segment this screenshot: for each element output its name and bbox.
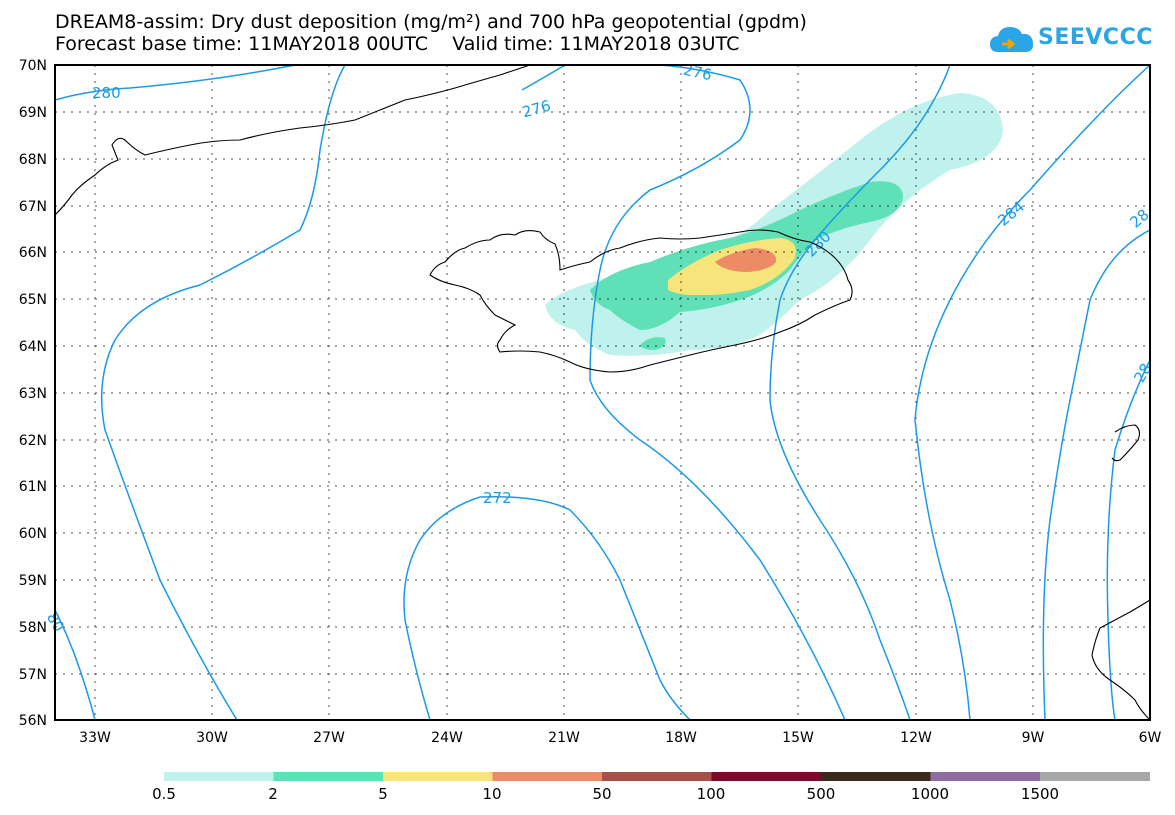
lon-label: 33W: [79, 730, 111, 746]
lat-label: 56N: [19, 713, 47, 729]
colorbar-swatch-8: [1040, 772, 1150, 781]
lat-label: 70N: [19, 58, 47, 74]
lat-label: 64N: [19, 339, 47, 355]
seevccc-logo: SEEVCCC: [988, 22, 1152, 56]
lat-label: 60N: [19, 526, 47, 542]
colorbar-swatch-1: [273, 772, 383, 781]
lon-label: 15W: [782, 730, 814, 746]
lon-label: 6W: [1139, 730, 1162, 746]
contour-label: 280: [92, 84, 121, 102]
contour-label: 272: [483, 489, 512, 507]
colorbar: [164, 772, 1150, 781]
colorbar-swatch-5: [711, 772, 821, 781]
lat-label: 59N: [19, 573, 47, 589]
lat-label: 69N: [19, 105, 47, 121]
lat-label: 58N: [19, 620, 47, 636]
lon-label: 30W: [196, 730, 228, 746]
colorbar-label: 500: [806, 785, 836, 803]
chart-subtitle: Forecast base time: 11MAY2018 00UTC Vali…: [55, 33, 740, 55]
map-frame: [54, 64, 1151, 721]
lat-label: 67N: [19, 199, 47, 215]
colorbar-label: 50: [592, 785, 612, 803]
logo-text: SEEVCCC: [1038, 25, 1153, 50]
colorbar-swatch-6: [821, 772, 931, 781]
colorbar-label: 0.5: [152, 785, 176, 803]
colorbar-label: 2: [268, 785, 278, 803]
faroe-coast: [1111, 424, 1141, 462]
contour-label: 276: [520, 97, 552, 122]
scotland-coast: [1091, 599, 1151, 722]
latitude-axis: 70N 69N 68N 67N 66N 65N 64N 63N 62N 61N …: [19, 58, 47, 729]
colorbar-label: 1500: [1020, 785, 1060, 803]
lon-label: 9W: [1022, 730, 1045, 746]
contour-label: 28: [1130, 360, 1155, 386]
colorbar-label: 5: [378, 785, 388, 803]
graticule: [55, 65, 1150, 720]
geopotential-contours: [54, 64, 1151, 721]
cloud-icon: [990, 27, 1034, 52]
lat-label: 63N: [19, 386, 47, 402]
contour-label: 276: [682, 61, 714, 85]
iceland-coast: [429, 229, 853, 373]
colorbar-swatch-0: [164, 772, 274, 781]
dust-shade-2b: [640, 337, 666, 350]
lat-label: 68N: [19, 152, 47, 168]
dust-deposition-field: [545, 93, 1003, 356]
dust-shade-10: [715, 248, 777, 272]
colorbar-swatch-7: [930, 772, 1040, 781]
colorbar-swatch-4: [602, 772, 712, 781]
lat-label: 65N: [19, 292, 47, 308]
lat-label: 66N: [19, 245, 47, 261]
lat-label: 61N: [19, 479, 47, 495]
lon-label: 21W: [548, 730, 580, 746]
lon-label: 27W: [313, 730, 345, 746]
lat-label: 62N: [19, 433, 47, 449]
coastlines: [54, 64, 1151, 722]
lon-label: 18W: [665, 730, 697, 746]
colorbar-label: 1000: [910, 785, 950, 803]
lon-label: 24W: [431, 730, 463, 746]
colorbar-label: 100: [696, 785, 726, 803]
lat-label: 57N: [19, 667, 47, 683]
contour-label: 28: [1126, 206, 1152, 232]
longitude-axis: 33W 30W 27W 24W 21W 18W 15W 12W 9W 6W: [79, 730, 1161, 746]
colorbar-label: 10: [482, 785, 502, 803]
chart-title: DREAM8-assim: Dry dust deposition (mg/m²…: [55, 11, 807, 33]
colorbar-swatch-2: [383, 772, 493, 781]
greenland-coast: [54, 64, 531, 216]
lon-label: 12W: [900, 730, 932, 746]
colorbar-swatch-3: [492, 772, 602, 781]
